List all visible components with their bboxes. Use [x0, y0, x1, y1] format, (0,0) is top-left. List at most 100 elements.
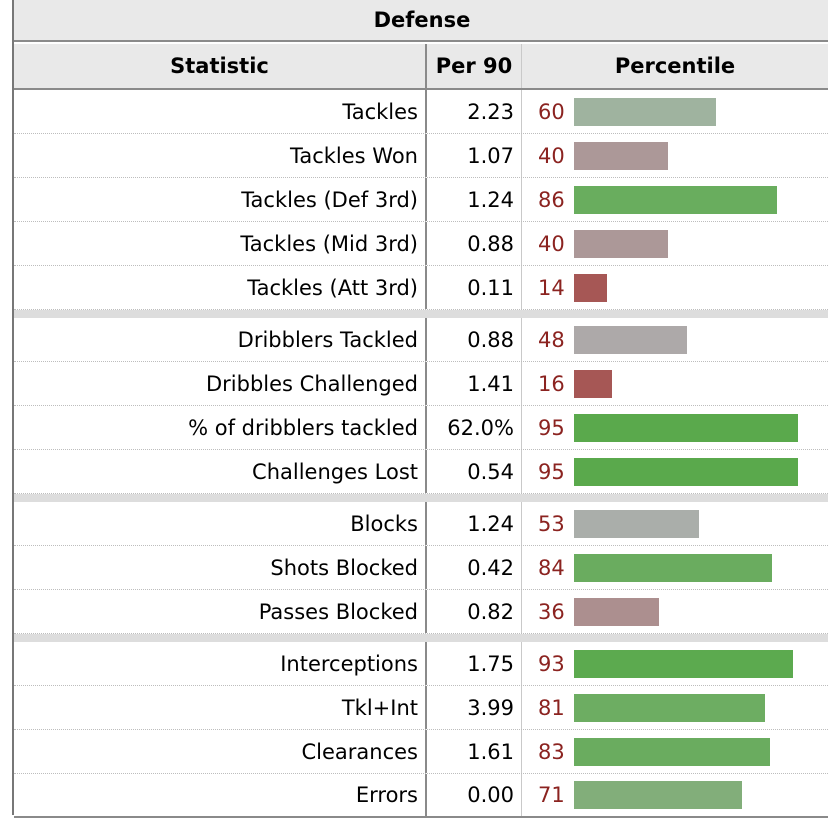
table-row: Tackles 2.23 60 [14, 90, 828, 134]
per90-cell: 1.24 [427, 178, 522, 221]
percentile-value: 16 [538, 371, 565, 396]
statistic-cell: Tackles Won [14, 134, 427, 177]
percentile-bar-track [574, 97, 824, 126]
percentile-cell: 81 [522, 686, 828, 729]
statistic-cell: Clearances [14, 730, 427, 773]
percentile-bar [574, 457, 798, 486]
per90-cell: 1.07 [427, 134, 522, 177]
percentile-bar [574, 229, 668, 258]
table-header-row: Statistic Per 90 Percentile [14, 44, 828, 90]
statistic-cell: Dribbles Challenged [14, 362, 427, 405]
table-row: Passes Blocked 0.82 36 [14, 590, 828, 634]
percentile-bar-track [574, 553, 824, 582]
per90-cell: 0.82 [427, 590, 522, 633]
per90-cell: 0.42 [427, 546, 522, 589]
per90-cell: 0.11 [427, 266, 522, 309]
percentile-value: 40 [538, 231, 565, 256]
statistic-cell: Tackles (Mid 3rd) [14, 222, 427, 265]
per90-cell: 1.61 [427, 730, 522, 773]
percentile-bar-track [574, 693, 824, 722]
percentile-value: 83 [538, 739, 565, 764]
table-row: Tackles (Att 3rd) 0.11 14 [14, 266, 828, 310]
table-row: Tackles (Mid 3rd) 0.88 40 [14, 222, 828, 266]
table-row: Clearances 1.61 83 [14, 730, 828, 774]
percentile-value: 93 [538, 651, 565, 676]
table-row: Errors 0.00 71 [14, 774, 828, 818]
percentile-bar [574, 97, 716, 126]
percentile-value: 40 [538, 143, 565, 168]
percentile-bar [574, 509, 699, 538]
percentile-bar-track [574, 597, 824, 626]
percentile-bar [574, 693, 765, 722]
statistic-cell: Passes Blocked [14, 590, 427, 633]
per90-cell: 1.75 [427, 642, 522, 685]
statistic-cell: Tackles [14, 90, 427, 133]
percentile-cell: 71 [522, 774, 828, 816]
percentile-bar-track [574, 649, 824, 678]
percentile-cell: 16 [522, 362, 828, 405]
percentile-cell: 86 [522, 178, 828, 221]
statistic-cell: % of dribblers tackled [14, 406, 427, 449]
statistic-cell: Blocks [14, 502, 427, 545]
percentile-bar [574, 325, 687, 354]
percentile-bar [574, 369, 612, 398]
percentile-cell: 48 [522, 318, 828, 361]
column-header-statistic[interactable]: Statistic [14, 44, 427, 88]
table-row: Shots Blocked 0.42 84 [14, 546, 828, 590]
percentile-value: 95 [538, 459, 565, 484]
per90-cell: 1.24 [427, 502, 522, 545]
column-header-per90[interactable]: Per 90 [427, 44, 522, 88]
percentile-cell: 60 [522, 90, 828, 133]
table-row: Challenges Lost 0.54 95 [14, 450, 828, 494]
percentile-bar-track [574, 325, 824, 354]
table-body: Tackles 2.23 60 Tackles Won 1.07 40 Tackles (D… [14, 90, 828, 818]
table-row: Dribblers Tackled 0.88 48 [14, 310, 828, 362]
column-header-percentile[interactable]: Percentile [614, 54, 736, 78]
table-row: % of dribblers tackled 62.0% 95 [14, 406, 828, 450]
percentile-value: 84 [538, 555, 565, 580]
statistic-cell: Dribblers Tackled [14, 318, 427, 361]
statistic-cell: Tkl+Int [14, 686, 427, 729]
table-row: Tackles Won 1.07 40 [14, 134, 828, 178]
percentile-value: 14 [538, 275, 565, 300]
percentile-cell: 83 [522, 730, 828, 773]
percentile-cell: 40 [522, 222, 828, 265]
table-row: Dribbles Challenged 1.41 16 [14, 362, 828, 406]
percentile-bar [574, 553, 772, 582]
per90-cell: 0.00 [427, 774, 522, 816]
statistic-cell: Shots Blocked [14, 546, 427, 589]
percentile-value: 53 [538, 511, 565, 536]
per90-cell: 3.99 [427, 686, 522, 729]
percentile-cell: 84 [522, 546, 828, 589]
percentile-bar-track [574, 141, 824, 170]
percentile-value: 81 [538, 695, 565, 720]
percentile-value: 95 [538, 415, 565, 440]
statistic-cell: Interceptions [14, 642, 427, 685]
percentile-bar-track [574, 413, 824, 442]
percentile-cell: 95 [522, 450, 828, 493]
defense-stats-table: Defense Statistic Per 90 Percentile Tack… [12, 0, 828, 818]
percentile-bar-track [574, 369, 824, 398]
percentile-bar-track [574, 229, 824, 258]
percentile-bar [574, 141, 668, 170]
table-row: Blocks 1.24 53 [14, 494, 828, 546]
table-row: Tackles (Def 3rd) 1.24 86 [14, 178, 828, 222]
percentile-value: 60 [538, 99, 565, 124]
per90-cell: 1.41 [427, 362, 522, 405]
statistic-cell: Challenges Lost [14, 450, 427, 493]
percentile-bar [574, 185, 777, 214]
percentile-cell: 53 [522, 502, 828, 545]
statistic-cell: Tackles (Att 3rd) [14, 266, 427, 309]
percentile-bar [574, 781, 742, 809]
percentile-cell: 14 [522, 266, 828, 309]
per90-cell: 0.88 [427, 318, 522, 361]
per90-cell: 2.23 [427, 90, 522, 133]
table-caption: Defense [14, 0, 828, 42]
percentile-bar-track [574, 781, 824, 809]
per90-cell: 0.88 [427, 222, 522, 265]
table-row: Tkl+Int 3.99 81 [14, 686, 828, 730]
percentile-value: 86 [538, 187, 565, 212]
percentile-bar-track [574, 273, 824, 302]
percentile-cell: 93 [522, 642, 828, 685]
percentile-bar-track [574, 737, 824, 766]
